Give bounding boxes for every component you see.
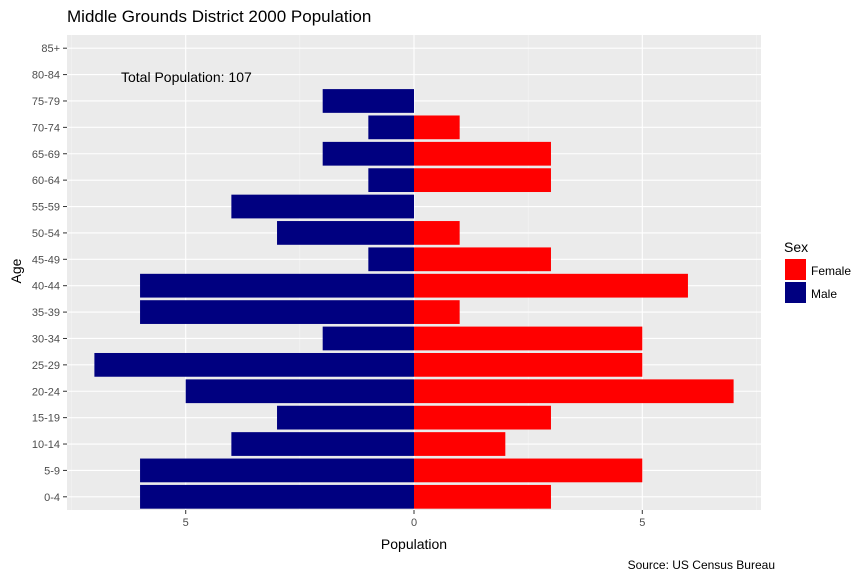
y-axis-title: Age (8, 258, 24, 283)
bar-female-60-64 (414, 168, 551, 193)
x-axis-title: Population (381, 536, 447, 552)
bar-female-45-49 (414, 247, 551, 272)
y-tick-label: 25-29 (32, 360, 60, 372)
y-tick-label: 60-64 (32, 175, 60, 187)
legend-key-female (785, 259, 806, 280)
legend-title: Sex (784, 239, 808, 255)
y-tick-label: 40-44 (32, 281, 60, 293)
bar-male-75-79 (322, 89, 414, 113)
bar-male-45-49 (368, 247, 414, 272)
bar-male-35-39 (140, 300, 415, 324)
bar-female-65-69 (414, 141, 551, 166)
bar-male-40-44 (140, 273, 415, 298)
bar-male-5-9 (140, 458, 415, 483)
chart-title: Middle Grounds District 2000 Population (67, 7, 371, 26)
bar-male-55-59 (231, 194, 414, 219)
total-population-annotation: Total Population: 107 (121, 69, 252, 85)
bar-male-20-24 (185, 379, 414, 404)
legend-label-male: Male (811, 287, 837, 301)
y-tick-label: 5-9 (44, 465, 60, 477)
y-tick-label: 20-24 (32, 386, 60, 398)
y-tick-label: 70-74 (32, 122, 60, 134)
minor-gridlines (71, 35, 757, 510)
x-tick-label: 5 (639, 517, 645, 529)
bar-male-0-4 (140, 484, 415, 509)
bar-female-40-44 (414, 273, 688, 298)
y-tick-label: 75-79 (32, 96, 60, 108)
y-tick-label: 50-54 (32, 228, 60, 240)
bar-male-65-69 (322, 141, 414, 166)
y-tick-label: 55-59 (32, 202, 60, 214)
bar-female-25-29 (414, 352, 643, 377)
bar-male-30-34 (322, 326, 414, 351)
y-tick-label: 35-39 (32, 307, 60, 319)
bar-female-70-74 (414, 115, 460, 140)
source-caption: Source: US Census Bureau (628, 558, 775, 572)
bar-female-20-24 (414, 379, 734, 404)
legend-key-male (785, 282, 806, 303)
bar-male-70-74 (368, 115, 414, 140)
y-tick-label: 10-14 (32, 439, 60, 451)
y-tick-label: 30-34 (32, 333, 60, 345)
legend: Sex Female Male (784, 239, 851, 303)
x-tick-label: 0 (411, 517, 417, 529)
bar-female-0-4 (414, 484, 551, 509)
bar-male-10-14 (231, 432, 414, 456)
bar-male-50-54 (277, 221, 414, 245)
y-tick-label: 85+ (41, 43, 60, 55)
bar-female-5-9 (414, 458, 643, 483)
bar-female-10-14 (414, 432, 506, 456)
legend-label-female: Female (811, 264, 851, 278)
y-tick-label: 80-84 (32, 70, 60, 82)
bar-female-35-39 (414, 300, 460, 324)
bar-male-60-64 (368, 168, 414, 193)
bars-group (94, 89, 734, 509)
bar-female-30-34 (414, 326, 643, 351)
y-tick-label: 15-19 (32, 413, 60, 425)
bar-female-50-54 (414, 221, 460, 245)
bar-male-25-29 (94, 352, 414, 377)
y-axis-ticks: 0-4 5-9 10-14 15-19 20-24 25-29 30-34 35-39 40-4… (32, 43, 67, 504)
bar-female-15-19 (414, 405, 551, 430)
x-tick-label: 5 (183, 517, 189, 529)
x-axis-ticks: 5 0 5 (183, 510, 645, 529)
y-tick-label: 45-49 (32, 254, 60, 266)
y-tick-label: 0-4 (44, 492, 60, 504)
bar-male-15-19 (277, 405, 414, 430)
y-tick-label: 65-69 (32, 149, 60, 161)
